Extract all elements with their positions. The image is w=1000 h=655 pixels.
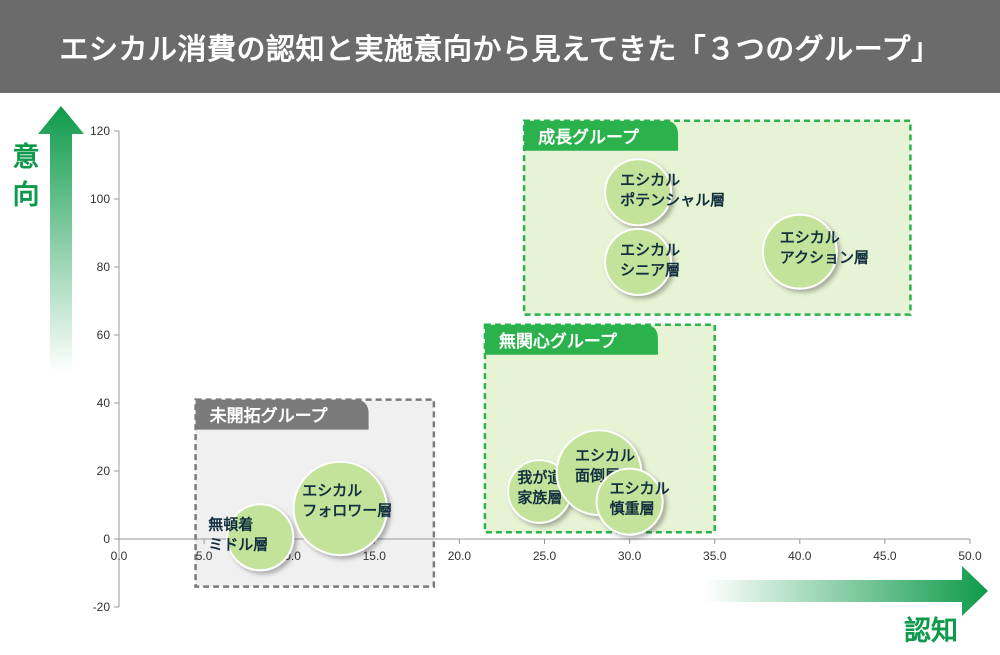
x-tick-label: 5.0	[196, 549, 213, 563]
page-title-bar: エシカル消費の認知と実施意向から見えてきた「３つのグループ」	[0, 0, 1000, 93]
y-tick-label: 120	[90, 124, 110, 138]
y-tick-label: 20	[97, 464, 111, 478]
x-tick-label: 15.0	[363, 549, 387, 563]
bubble-mark	[604, 158, 673, 227]
bubble-5: エシカルポテンシャル層	[604, 158, 725, 227]
y-tick-label: 60	[97, 328, 111, 342]
bubble-0: 無頓着ミドル層	[208, 503, 295, 572]
group-label: 成長グループ	[538, 127, 640, 148]
y-axis-title: 意向	[13, 141, 40, 211]
x-tick-label: 20.0	[448, 549, 472, 563]
bubble-6: エシカルシニア層	[604, 227, 680, 296]
x-tick-label: 40.0	[788, 549, 812, 563]
bubble-label: 我が道家族層	[517, 468, 562, 506]
x-arrow	[705, 566, 988, 616]
group-label: 未開拓グループ	[209, 406, 329, 427]
bubble-mark	[226, 503, 295, 572]
bubble-label: エシカルポテンシャル層	[620, 171, 725, 209]
bubble-label: エシカル慎重層	[610, 480, 670, 518]
bubbles: 無頓着ミドル層エシカルフォロワー層我が道家族層エシカル面倒層エシカル慎重層エシカ…	[208, 158, 869, 572]
y-tick-label: 80	[97, 260, 111, 274]
group-tab	[195, 399, 369, 430]
y-tick-label: 40	[97, 396, 111, 410]
y-arrow	[38, 106, 84, 372]
group-box-frame	[522, 119, 912, 316]
x-tick-label: 45.0	[873, 549, 897, 563]
x-tick-label: 50.0	[958, 549, 982, 563]
group-box-2: 成長グループ	[522, 119, 912, 316]
group-tab	[484, 324, 658, 355]
group-box-0: 未開拓グループ	[194, 398, 436, 588]
x-axis-title: 認知	[904, 615, 958, 647]
x-tick-label: 25.0	[533, 549, 557, 563]
bubble-mark	[604, 227, 673, 296]
x-tick-label: 35.0	[703, 549, 727, 563]
bubble-mark	[595, 467, 664, 536]
y-tick-label: 0	[103, 532, 110, 546]
bubble-label: 無頓着ミドル層	[208, 515, 268, 553]
group-tab	[524, 120, 679, 151]
bubble-label: エシカルアクション層	[780, 229, 869, 267]
y-tick-label: 100	[90, 192, 110, 206]
bubble-mark	[761, 213, 838, 290]
bubble-label: エシカルフォロワー層	[302, 481, 392, 519]
x-tick-label: 0.0	[111, 549, 128, 563]
bubble-1: エシカルフォロワー層	[292, 460, 392, 557]
bubble-7: エシカルアクション層	[761, 213, 869, 290]
bubble-4: エシカル慎重層	[595, 467, 670, 536]
x-tick-label: 30.0	[618, 549, 642, 563]
bubble-2: 我が道家族層	[507, 459, 572, 524]
page-title: エシカル消費の認知と実施意向から見えてきた「３つのグループ」	[59, 31, 941, 66]
bubble-label: エシカルシニア層	[620, 241, 680, 279]
bubble-mark	[292, 460, 388, 557]
group-label: 無関心グループ	[499, 331, 618, 352]
y-tick-label: -20	[93, 600, 111, 614]
